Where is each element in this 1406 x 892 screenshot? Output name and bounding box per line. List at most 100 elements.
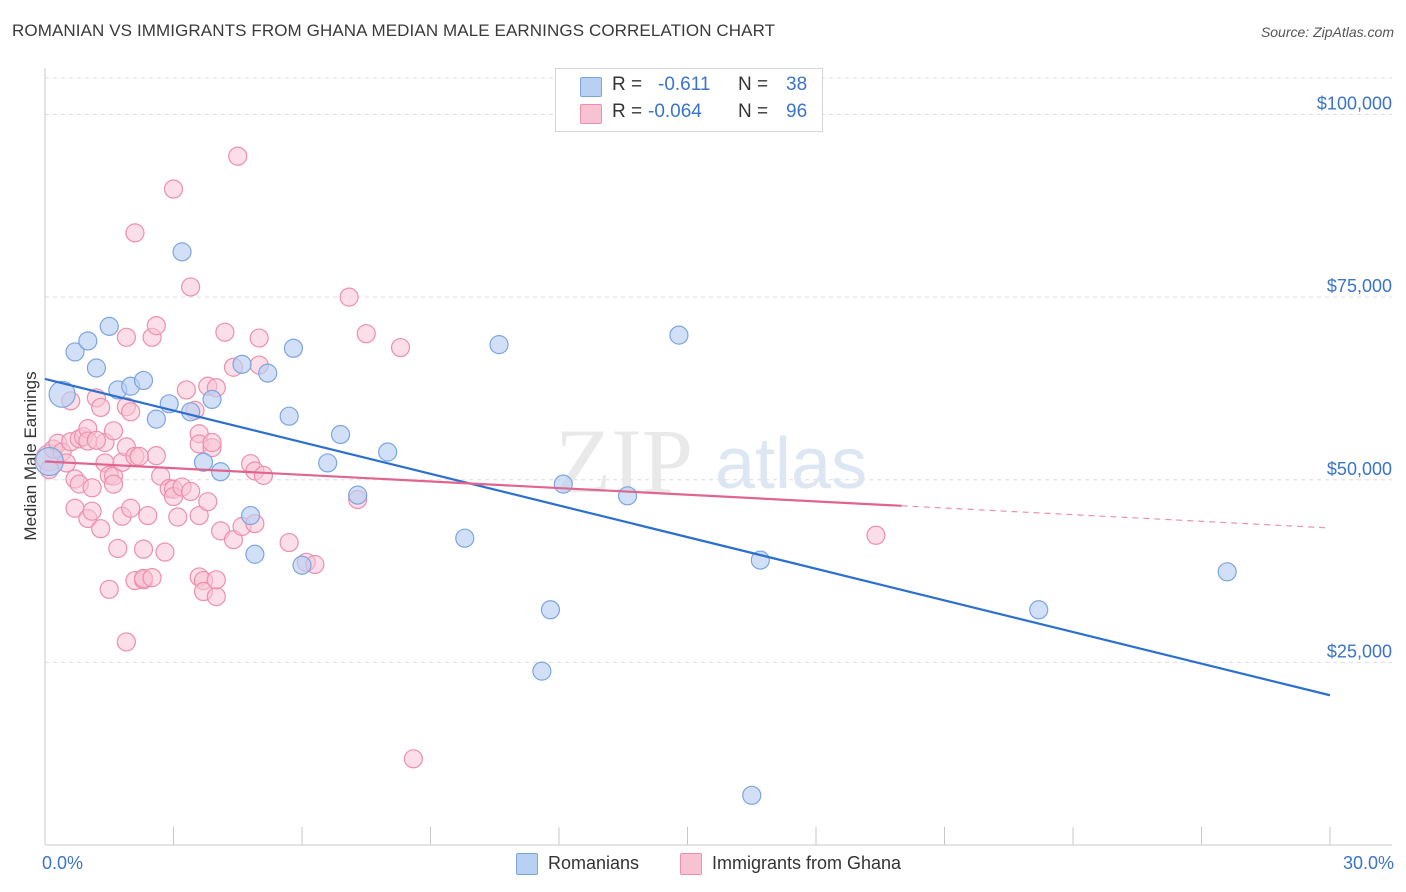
ghana-point (403, 749, 423, 769)
ghana-point (146, 446, 166, 466)
chart-title: ROMANIAN VS IMMIGRANTS FROM GHANA MEDIAN… (12, 21, 776, 40)
ghana-point (206, 570, 226, 590)
romanians-point (378, 442, 398, 462)
legend-n-label: N = (738, 74, 769, 95)
ghana-trendline (44, 460, 902, 507)
romanians-point (348, 485, 368, 505)
y-tick-label: $100,000 (1317, 94, 1392, 114)
ghana-point (142, 568, 162, 588)
ghana-point (129, 446, 149, 466)
romanians-point (181, 402, 201, 422)
romanians-point (318, 453, 338, 473)
y-tick-label: $75,000 (1327, 276, 1392, 296)
ghana-point (146, 316, 166, 336)
romanians-point (78, 331, 98, 351)
romanians-point (241, 505, 261, 526)
ghana-point (138, 505, 158, 526)
ghana-point (91, 519, 111, 539)
romanians-point (455, 528, 475, 548)
ghana-point (121, 402, 141, 422)
correlation-legend: R = -0.611 N = 38 R = -0.064 N = 96 (555, 68, 823, 132)
ghana-point (103, 421, 124, 441)
ghana-swatch (580, 104, 602, 124)
romanians-point (742, 785, 762, 805)
romanians-point (553, 474, 573, 494)
romanians-point (532, 661, 552, 681)
romanians-point (146, 409, 166, 429)
y-axis-label: Median Male Earnings (21, 371, 40, 540)
ghana-point (181, 277, 201, 297)
romanians-point (1029, 600, 1049, 620)
romanians-point (65, 342, 85, 362)
ghana-point (228, 146, 248, 166)
romanians-swatch (516, 853, 538, 875)
romanians-point (193, 452, 214, 472)
romanians-point (1217, 562, 1237, 582)
romanians-point (279, 406, 299, 426)
ghana-point (125, 223, 145, 243)
romanians-point (540, 600, 561, 620)
romanians-point (99, 316, 119, 336)
ghana-point (82, 478, 102, 498)
y-tick-label: $50,000 (1327, 459, 1392, 479)
x-tick-labels: 0.0% 30.0% (42, 853, 1394, 873)
bottom-legend-romanians-label: Romanians (548, 853, 640, 873)
ghana-point (91, 397, 111, 418)
ghana-point (279, 532, 299, 553)
legend-r-value: -0.064 (648, 101, 702, 122)
watermark-atlas: atlas (715, 424, 867, 504)
source-label: Source: ZipAtlas.com (1260, 24, 1394, 40)
x-tick-label: 0.0% (42, 853, 83, 873)
romanians-point (489, 335, 509, 355)
legend-r-label: R = (612, 74, 643, 95)
ghana-point (253, 465, 274, 485)
ghana-swatch (680, 853, 702, 875)
bottom-legend-ghana-label: Immigrants from Ghana (712, 853, 902, 873)
romanians-point (245, 544, 265, 564)
romanians-trendline (44, 377, 1331, 697)
romanians-point (258, 363, 278, 383)
romanians-point (133, 370, 154, 391)
ghana-point (133, 539, 154, 559)
legend-n-label: N = (738, 101, 769, 122)
ghana-point (189, 505, 209, 526)
ghana-point (168, 507, 188, 527)
romanians-point (617, 486, 638, 506)
romanians-point (86, 358, 107, 378)
ghana-point (181, 481, 201, 502)
ghana-point (249, 328, 269, 348)
ghana-point (198, 492, 218, 512)
romanians-point (292, 555, 312, 575)
romanians-point (48, 380, 76, 408)
x-tick-label: 30.0% (1343, 853, 1394, 873)
trendlines (44, 377, 1331, 697)
series-ghana-points (35, 146, 886, 769)
romanians-point (232, 354, 252, 374)
ghana-point (339, 287, 359, 307)
ghana-point (103, 474, 124, 494)
ghana-point (866, 525, 886, 545)
ghana-point (155, 542, 175, 562)
ghana-point (176, 380, 196, 400)
ghana-point (202, 432, 222, 453)
legend-r-value: -0.611 (658, 74, 711, 95)
romanians-point (283, 338, 304, 358)
romanians-point (330, 424, 351, 445)
ghana-point (116, 327, 136, 347)
romanians-point (202, 389, 222, 410)
ghana-point (356, 324, 376, 344)
ghana-point (86, 430, 107, 450)
ghana-point (390, 337, 411, 358)
ghana-point (121, 498, 141, 518)
ghana-point (82, 501, 102, 521)
ghana-point (116, 632, 136, 652)
ghana-point (163, 179, 184, 199)
ghana-point (99, 579, 119, 599)
ghana-trendline-extension (901, 505, 1331, 529)
legend-r-label: R = (612, 101, 643, 122)
romanians-point (172, 242, 192, 262)
ghana-point (215, 322, 235, 342)
legend-n-value: 38 (786, 74, 808, 95)
ghana-point (206, 587, 226, 607)
